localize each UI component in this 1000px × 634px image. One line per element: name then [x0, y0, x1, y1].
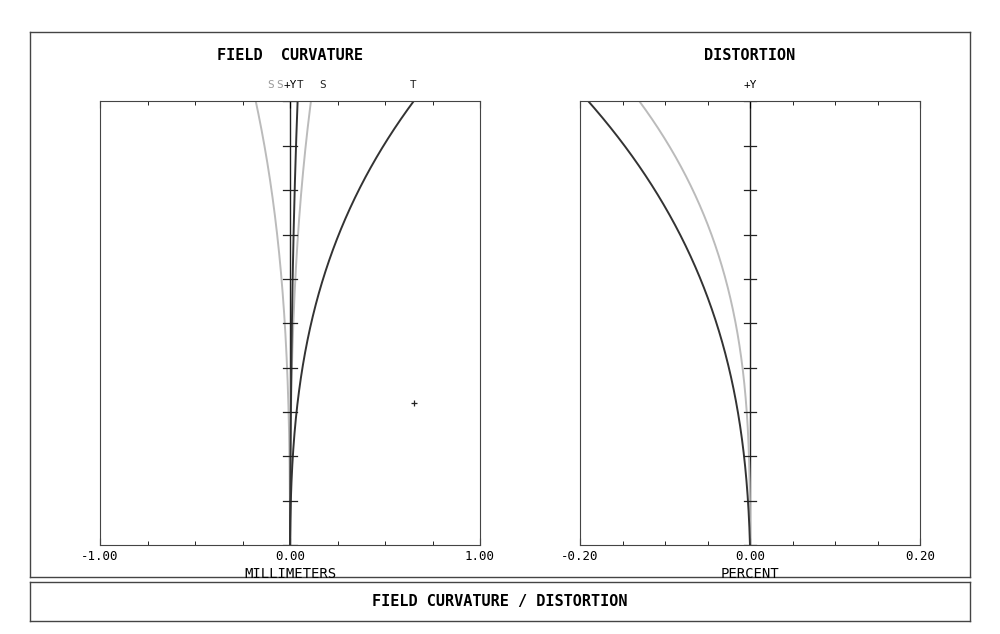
Text: +Y: +Y — [283, 81, 297, 91]
Text: S: S — [319, 81, 326, 91]
Text: S: S — [276, 81, 283, 91]
Title: FIELD  CURVATURE: FIELD CURVATURE — [217, 48, 363, 63]
Text: T: T — [410, 81, 417, 91]
Text: S: S — [268, 81, 274, 91]
Title: DISTORTION: DISTORTION — [704, 48, 796, 63]
Text: +Y: +Y — [743, 81, 757, 91]
X-axis label: PERCENT: PERCENT — [721, 567, 779, 581]
X-axis label: MILLIMETERS: MILLIMETERS — [244, 567, 336, 581]
Text: FIELD CURVATURE / DISTORTION: FIELD CURVATURE / DISTORTION — [372, 594, 628, 609]
Text: T: T — [297, 81, 304, 91]
